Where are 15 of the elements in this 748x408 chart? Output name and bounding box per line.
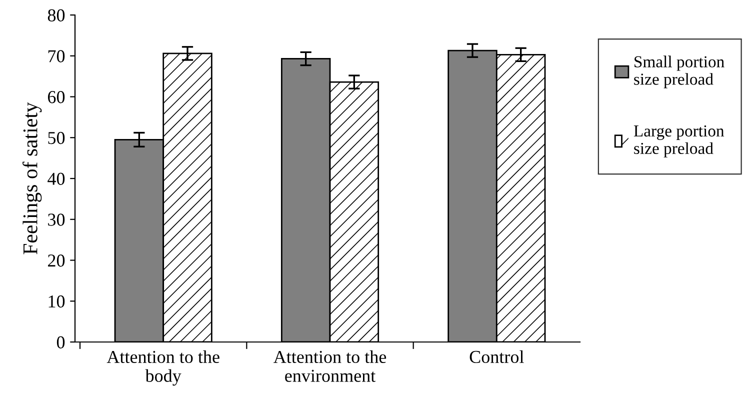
y-tick-label: 50: [48, 132, 65, 144]
y-axis-title: Feelings of satiety: [22, 102, 42, 254]
y-tick-label: 10: [48, 295, 65, 308]
x-tick-label: Attention to the body: [106, 350, 220, 386]
x-tick-label: Control: [470, 350, 524, 364]
y-tick-label: 80: [48, 9, 65, 22]
y-tick-label: 40: [48, 172, 65, 185]
legend-label: Large portion size preload: [634, 125, 724, 158]
y-tick-label: 70: [48, 50, 65, 62]
x-tick-label: Attention to the environment: [274, 350, 386, 382]
y-tick-label: 20: [48, 254, 65, 267]
legend-label: Small portion size preload: [634, 56, 724, 88]
y-tick-label: 60: [48, 91, 65, 104]
y-tick-label: 30: [48, 214, 65, 226]
y-tick-label: 0: [56, 336, 65, 348]
